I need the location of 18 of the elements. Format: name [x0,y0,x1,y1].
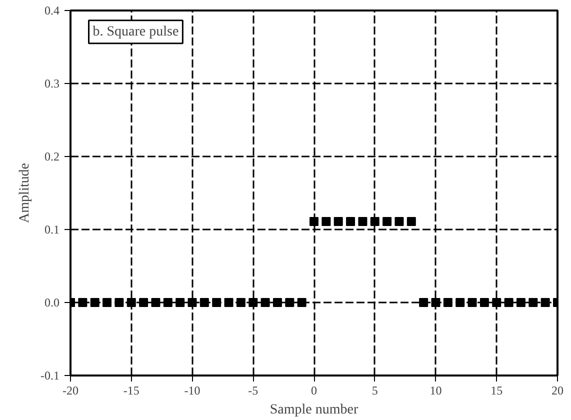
y-tick-label: 0.1 [44,222,60,236]
x-tick-label: -15 [123,384,140,398]
y-tick-label: 0.4 [44,4,60,18]
x-tick-label: 0 [311,384,317,398]
y-tick-label: 0.2 [44,150,60,164]
y-tick-label: 0.3 [44,76,60,90]
x-tick-label: 20 [552,384,564,398]
x-tick-label: 5 [372,384,378,398]
x-axis-title: Sample number [270,402,358,418]
annotation: b. Square pulse [92,24,179,40]
y-tick-label: -0.1 [40,368,60,382]
y-axis-title: Amplitude [18,163,33,223]
x-tick-label: -10 [184,384,200,398]
x-tick-label: -5 [248,384,258,398]
x-tick-label: 15 [490,384,503,398]
y-tick-label: 0.0 [44,296,60,310]
x-tick-label: 10 [430,384,442,398]
x-tick-label: -20 [62,384,78,398]
